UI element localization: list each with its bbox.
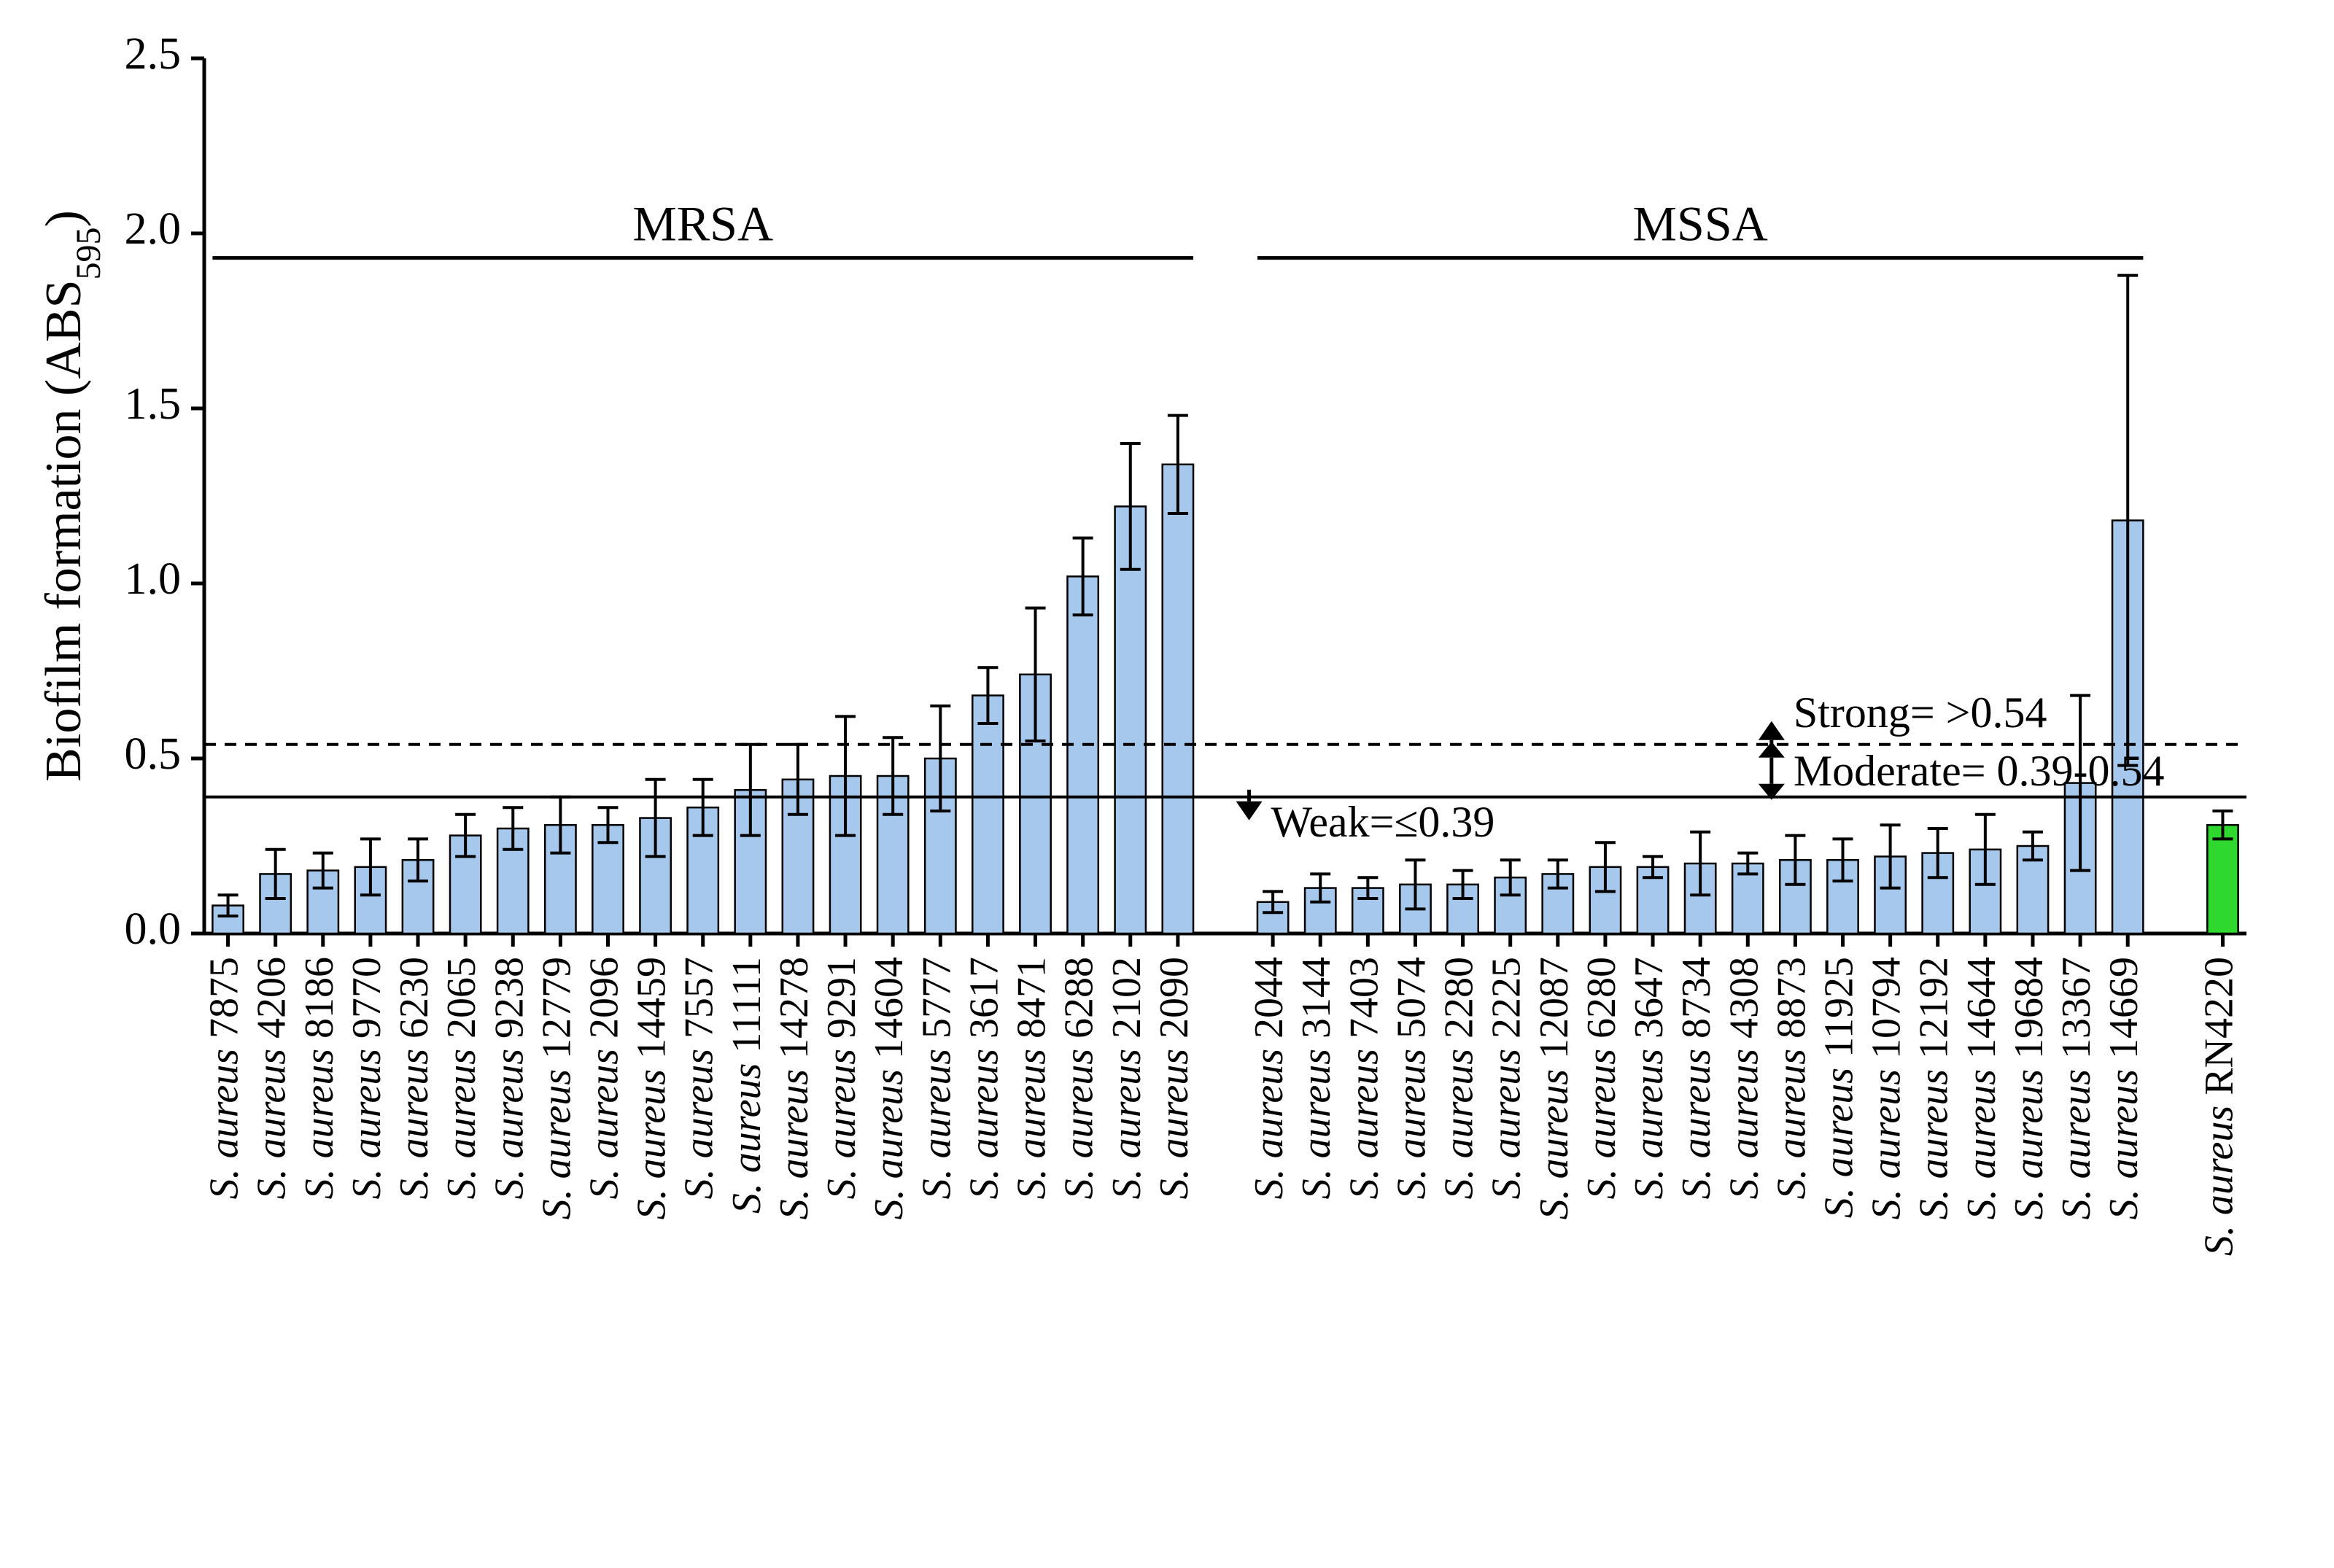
x-label-2225: S. aureus 2225 xyxy=(1484,957,1529,1199)
x-label-4308: S. aureus 4308 xyxy=(1721,957,1767,1199)
x-label-7557: S. aureus 7557 xyxy=(677,957,722,1199)
x-label-14459: S. aureus 14459 xyxy=(629,957,674,1219)
chart-svg: 0.0 0.5 1.0 1.5 2.0 2.5 Biofilm formation (ABS… xyxy=(0,0,2334,1568)
x-label-10794: S. aureus 10794 xyxy=(1864,957,1909,1219)
x-label-RN4220: S. aureus RN4220 xyxy=(2196,957,2241,1256)
y-tick-label: 1.0 xyxy=(125,554,182,604)
x-label-12192: S. aureus 12192 xyxy=(1912,957,1957,1219)
x-label-8186: S. aureus 8186 xyxy=(297,957,342,1199)
y-tick-label: 2.0 xyxy=(125,204,182,254)
x-label-13367: S. aureus 13367 xyxy=(2054,957,2099,1219)
y-tick-label: 0.5 xyxy=(125,729,182,779)
x-label-2096: S. aureus 2096 xyxy=(581,957,627,1199)
bar-mrsa-3617 xyxy=(972,696,1003,934)
annotation-strong: Strong= >0.54 xyxy=(1794,688,2047,737)
y-axis-label: Biofilm formation (ABS595) xyxy=(36,210,108,782)
mssa-label: MSSA xyxy=(1633,196,1768,252)
x-label-14604: S. aureus 14604 xyxy=(866,957,912,1219)
mrsa-label: MRSA xyxy=(632,196,773,252)
bar-mrsa-2090 xyxy=(1163,465,1193,934)
x-label-19684: S. aureus 19684 xyxy=(2007,957,2052,1219)
x-label-7875: S. aureus 7875 xyxy=(201,957,247,1199)
x-label-12779: S. aureus 12779 xyxy=(534,957,579,1219)
bar-mrsa-6288 xyxy=(1067,576,1098,934)
y-tick-label: 0.0 xyxy=(125,904,182,954)
x-label-3617: S. aureus 3617 xyxy=(961,957,1007,1199)
x-label-3647: S. aureus 3647 xyxy=(1627,957,1672,1199)
x-label-9770: S. aureus 9770 xyxy=(344,957,389,1199)
x-label-14644: S. aureus 14644 xyxy=(1959,957,2004,1219)
x-label-2102: S. aureus 2102 xyxy=(1104,957,1149,1199)
y-tick-label: 2.5 xyxy=(125,29,182,79)
biofilm-bar-chart: 0.0 0.5 1.0 1.5 2.0 2.5 Biofilm formation (ABS… xyxy=(0,0,2334,1568)
x-label-3144: S. aureus 3144 xyxy=(1294,957,1339,1199)
x-label-2090: S. aureus 2090 xyxy=(1152,957,1197,1199)
x-label-8873: S. aureus 8873 xyxy=(1769,957,1814,1199)
annotation-weak: Weak=≤0.39 xyxy=(1271,798,1495,846)
x-label-9291: S. aureus 9291 xyxy=(819,957,864,1199)
x-label-5074: S. aureus 5074 xyxy=(1389,957,1434,1199)
annotation-moderate: Moderate= 0.39-0.54 xyxy=(1794,747,2165,795)
x-label-2065: S. aureus 2065 xyxy=(439,957,484,1199)
x-label-8471: S. aureus 8471 xyxy=(1009,957,1054,1199)
x-label-6288: S. aureus 6288 xyxy=(1056,957,1101,1199)
x-label-5777: S. aureus 5777 xyxy=(914,957,959,1199)
x-label-8734: S. aureus 8734 xyxy=(1674,957,1719,1199)
x-label-4206: S. aureus 4206 xyxy=(249,957,295,1199)
x-label-6230: S. aureus 6230 xyxy=(392,957,437,1199)
x-label-7403: S. aureus 7403 xyxy=(1341,957,1387,1199)
x-label-14669: S. aureus 14669 xyxy=(2101,957,2147,1219)
x-label-2044: S. aureus 2044 xyxy=(1247,957,1292,1199)
x-label-14278: S. aureus 14278 xyxy=(772,957,817,1219)
x-label-12087: S. aureus 12087 xyxy=(1532,957,1577,1219)
bar-ctrl-RN4220 xyxy=(2207,825,2238,934)
y-tick-label: 1.5 xyxy=(125,379,182,429)
x-label-2280: S. aureus 2280 xyxy=(1436,957,1481,1199)
x-label-11111: S. aureus 11111 xyxy=(724,957,769,1214)
x-label-9238: S. aureus 9238 xyxy=(486,957,532,1199)
x-label-6280: S. aureus 6280 xyxy=(1579,957,1624,1199)
x-label-11925: S. aureus 11925 xyxy=(1816,957,1861,1218)
arrow-strong-icon xyxy=(1759,721,1785,740)
arrow-weak-icon xyxy=(1236,802,1263,820)
